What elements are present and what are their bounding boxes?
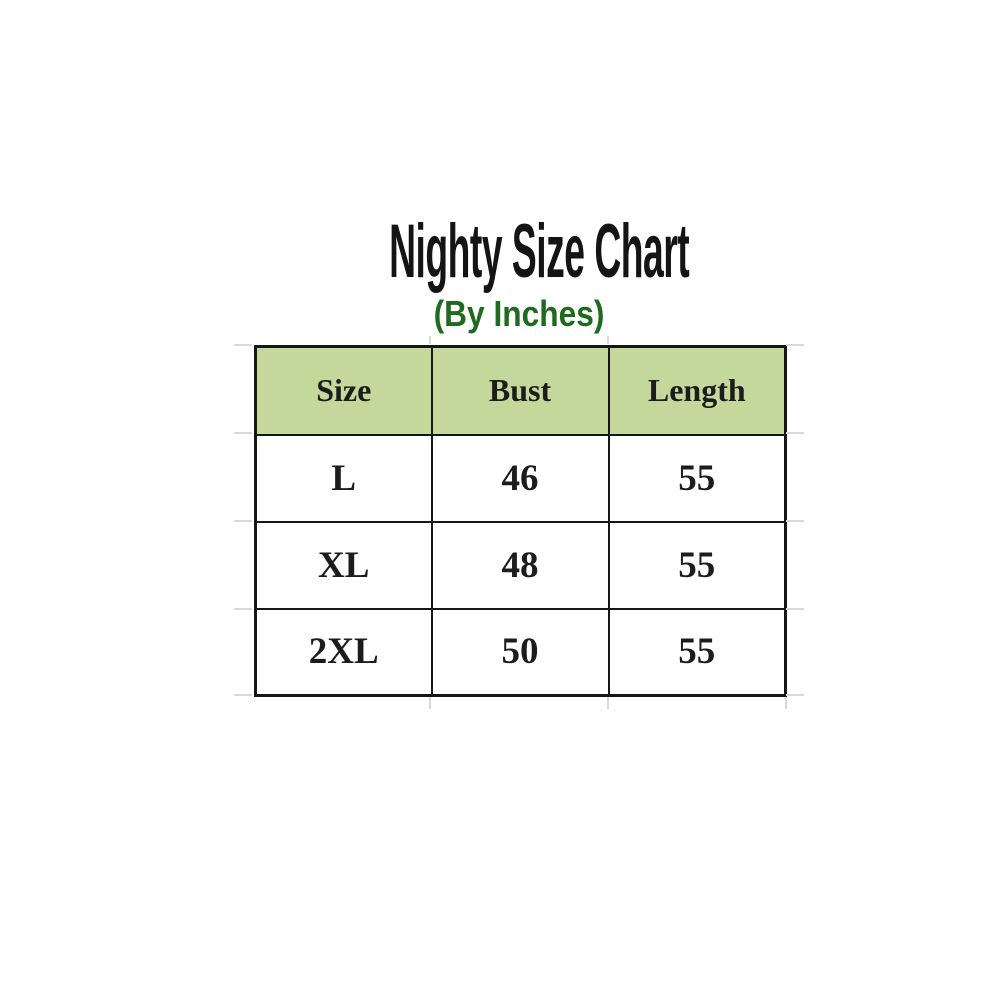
gridline-tick [607,336,609,344]
header-cell-length: Length [607,345,787,436]
cell-bust: 50 [430,607,610,697]
cell-length: 55 [607,520,787,610]
gridline-tick [786,432,804,434]
gridline-tick [607,697,609,709]
cell-size: 2XL [254,607,433,697]
cell-size: L [254,433,433,523]
gridline-tick [429,336,431,344]
page-title: Nighty Size Chart [389,209,690,294]
table-row: XL 48 55 [254,520,787,610]
gridline-tick [234,608,252,610]
size-table-body: L 46 55 XL 48 55 2XL 50 55 [254,433,787,697]
table-row: L 46 55 [254,433,787,523]
header-row: Size Bust Length [254,345,787,436]
cell-length: 55 [607,433,787,523]
size-table: Size Bust Length L 46 55 XL 48 55 [254,345,787,697]
size-table-header: Size Bust Length [254,345,787,436]
table-row: 2XL 50 55 [254,607,787,697]
size-table-wrapper: Size Bust Length L 46 55 XL 48 55 [234,336,804,709]
gridline-tick [234,520,252,522]
header-cell-size: Size [254,345,433,436]
gridline-tick [429,697,431,709]
gridline-tick [786,344,804,346]
cell-bust: 48 [430,520,610,610]
cell-length: 55 [607,607,787,697]
cell-bust: 46 [430,433,610,523]
gridline-tick [786,608,804,610]
subtitle-units: (By Inches) [433,293,605,334]
gridline-tick [234,344,252,346]
gridline-tick [785,697,787,709]
gridline-tick [234,432,252,434]
gridline-tick [786,694,804,696]
gridline-tick [786,520,804,522]
content-column: Nighty Size Chart (By Inches) [234,0,804,1000]
cell-size: XL [254,520,433,610]
header-cell-bust: Bust [430,345,610,436]
gridline-tick [234,694,252,696]
